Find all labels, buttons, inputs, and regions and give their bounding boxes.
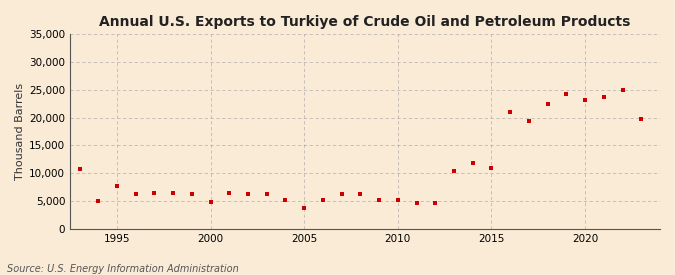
- Point: [505, 109, 516, 114]
- Point: [186, 191, 197, 196]
- Point: [242, 192, 253, 196]
- Point: [74, 166, 85, 171]
- Point: [336, 192, 347, 196]
- Point: [261, 191, 272, 196]
- Point: [430, 200, 441, 205]
- Point: [317, 198, 328, 202]
- Text: Source: U.S. Energy Information Administration: Source: U.S. Energy Information Administ…: [7, 264, 238, 274]
- Point: [205, 200, 216, 204]
- Point: [411, 200, 422, 205]
- Y-axis label: Thousand Barrels: Thousand Barrels: [15, 83, 25, 180]
- Point: [542, 101, 553, 106]
- Point: [636, 117, 647, 121]
- Point: [599, 94, 610, 99]
- Point: [299, 205, 310, 210]
- Point: [149, 191, 160, 195]
- Point: [580, 98, 591, 103]
- Point: [168, 191, 179, 195]
- Point: [467, 161, 478, 165]
- Point: [280, 197, 291, 202]
- Point: [486, 166, 497, 170]
- Point: [93, 199, 104, 203]
- Point: [617, 88, 628, 92]
- Title: Annual U.S. Exports to Turkiye of Crude Oil and Petroleum Products: Annual U.S. Exports to Turkiye of Crude …: [99, 15, 630, 29]
- Point: [130, 191, 141, 196]
- Point: [449, 169, 460, 174]
- Point: [355, 192, 366, 196]
- Point: [392, 197, 403, 202]
- Point: [524, 119, 535, 123]
- Point: [111, 184, 122, 188]
- Point: [561, 92, 572, 97]
- Point: [224, 191, 235, 195]
- Point: [374, 198, 385, 202]
